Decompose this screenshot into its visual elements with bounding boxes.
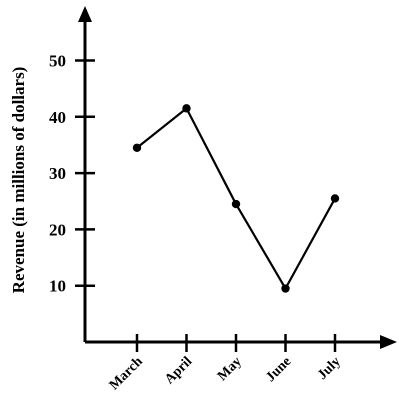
x-tick-label: March <box>107 354 146 393</box>
y-tick-label: 50 <box>49 52 66 71</box>
y-tick-label: 20 <box>49 220 66 239</box>
series-line <box>136 107 336 290</box>
data-point <box>132 143 142 152</box>
y-tick-label: 30 <box>49 164 66 183</box>
x-tick-label: June <box>263 354 294 385</box>
series-group <box>132 104 340 293</box>
x-tick-label: April <box>162 354 195 387</box>
x-tick-label: May <box>215 354 245 384</box>
y-axis-arrow-icon <box>78 6 92 22</box>
data-point <box>281 284 290 293</box>
x-axis-arrow-icon <box>380 335 397 349</box>
data-point <box>182 104 191 113</box>
x-tick-label: July <box>315 354 344 383</box>
y-tick-label: 40 <box>49 108 66 127</box>
y-axis-label: Revenue (in millions of dollars) <box>9 67 28 294</box>
y-ticks: 10 20 30 40 50 <box>49 52 95 296</box>
y-tick-label: 10 <box>49 277 66 296</box>
data-point <box>231 199 241 209</box>
data-point <box>330 194 340 203</box>
